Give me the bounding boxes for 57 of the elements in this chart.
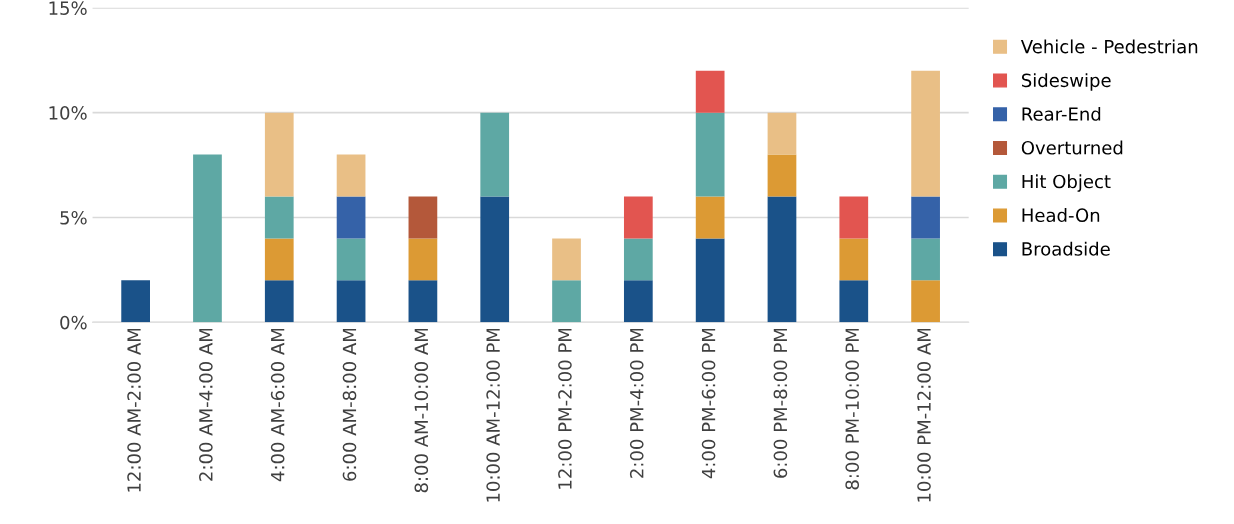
legend-label: Hit Object [1022,174,1111,192]
bar [767,196,797,323]
legend-label: Broadside [1022,241,1110,256]
bar [839,238,869,281]
legend-label: Head-On [1022,208,1100,223]
bar [911,280,940,323]
legend-label: Vehicle - Pedestrian [1020,39,1198,54]
legend-label: Rear-End [1022,106,1101,121]
bar [480,112,510,197]
legend-label: Overturned [1021,140,1123,155]
bar [408,196,438,239]
bar [552,238,581,281]
bar [767,154,797,197]
bar [911,70,940,197]
bar [695,238,725,323]
x-tick-label: 12:00 AM-2:00 AM [127,328,141,492]
x-tick-label: 6:00 AM-8:00 AM [342,328,357,481]
bar [264,238,294,281]
bar [623,238,653,281]
y-tick-label: 5% [60,210,87,225]
x-tick-label: 10:00 AM-12:00 PM [486,328,500,502]
bar [911,238,940,281]
bar [336,280,366,323]
x-tick-label: 8:00 PM-10:00 PM [845,328,860,490]
x-tick-label: 8:00 AM-10:00 AM [414,328,429,493]
bar [839,196,869,239]
bar [911,196,940,239]
bar [695,196,725,239]
bar [408,280,438,323]
legend-label: Sideswipe [1021,73,1111,91]
bar [839,280,869,323]
bar [408,238,438,281]
x-tick-label: 4:00 AM-6:00 AM [270,328,285,482]
bar [264,280,294,323]
x-tick-label: 2:00 PM-4:00 PM [629,328,644,478]
bar [121,280,150,323]
bar [623,196,653,239]
bar [193,154,222,323]
bar [767,112,797,155]
y-tick-label: 0% [60,315,87,330]
bar [552,280,581,323]
bar [695,112,725,197]
x-tick-label: 4:00 PM-6:00 PM [701,328,716,479]
bar [264,196,294,239]
bar [623,280,653,323]
bar [264,112,294,197]
x-tick-label: 2:00 AM-4:00 AM [199,328,213,481]
x-tick-label: 12:00 PM-2:00 PM [558,328,572,489]
x-tick-label: 6:00 PM-8:00 PM [773,328,788,478]
bar [336,154,366,197]
bar [336,196,366,239]
bar [695,70,725,113]
bar [336,238,366,281]
y-tick-label: 15% [49,1,87,15]
bar [480,196,510,323]
x-tick-label: 10:00 PM-12:00 AM [917,328,931,502]
y-tick-label: 10% [49,106,87,120]
